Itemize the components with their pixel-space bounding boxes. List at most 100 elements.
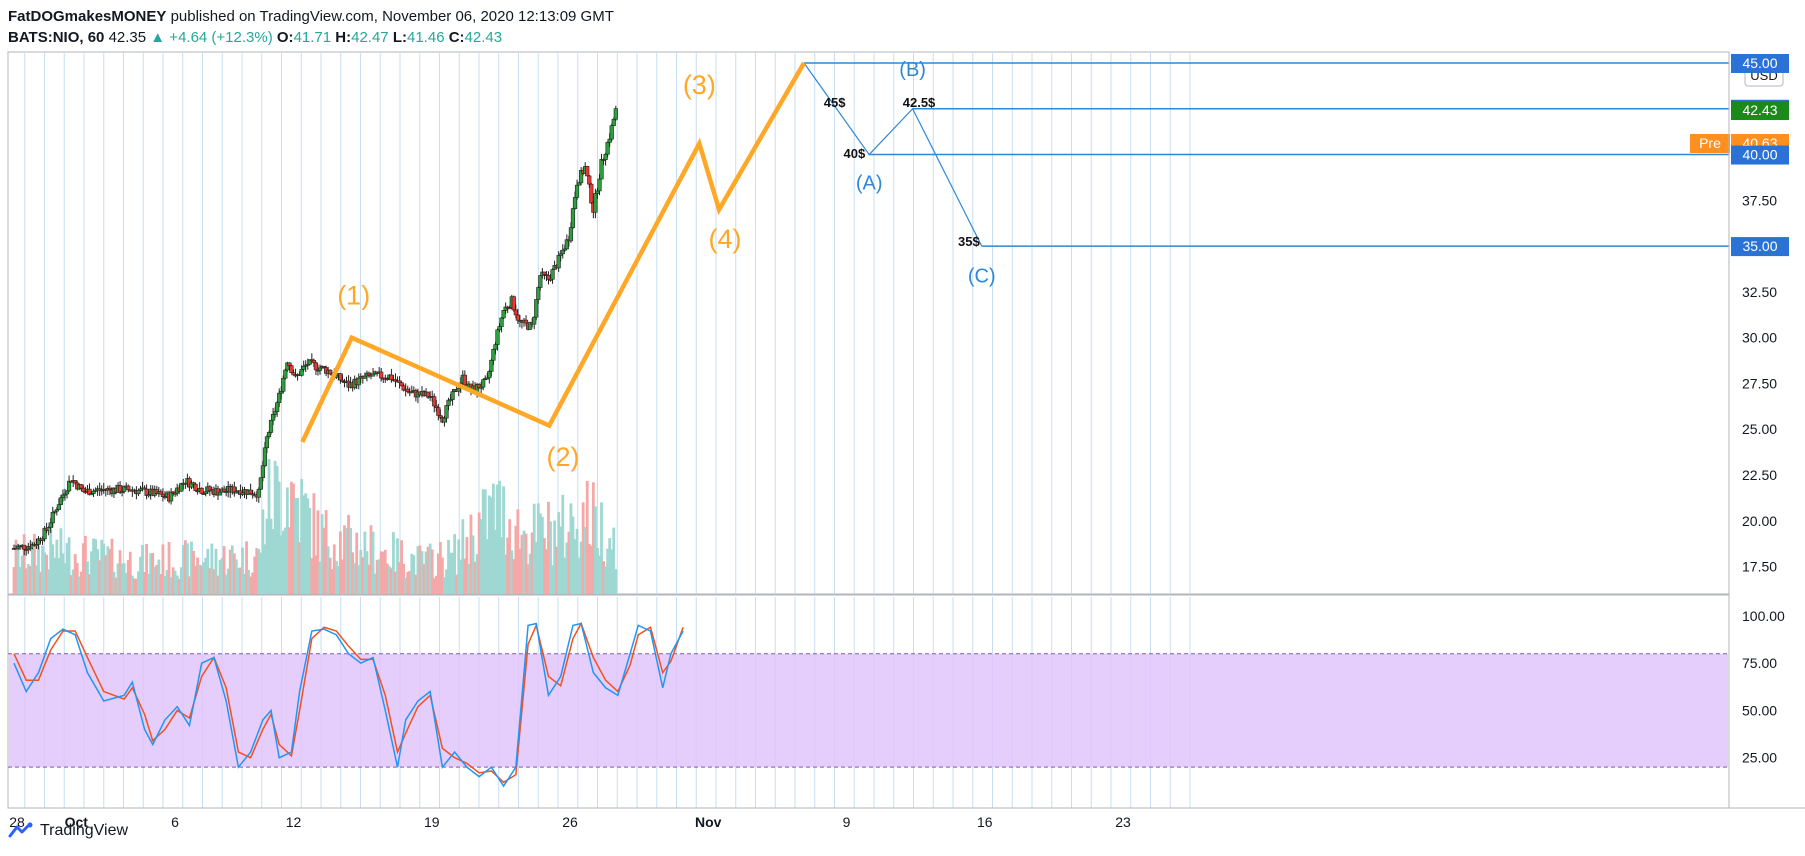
volume-bar bbox=[449, 552, 452, 594]
candle-up bbox=[497, 326, 502, 331]
volume-bar bbox=[504, 554, 508, 594]
volume-bar bbox=[261, 509, 265, 594]
volume-bar bbox=[234, 559, 238, 594]
volume-bar bbox=[475, 554, 479, 594]
volume-bar bbox=[222, 546, 226, 594]
candle-up bbox=[362, 375, 367, 379]
volume-bar bbox=[434, 575, 438, 594]
volume-bar bbox=[598, 555, 601, 594]
elliott-wave-path bbox=[300, 61, 806, 443]
candle-down bbox=[585, 166, 590, 177]
volume-bar bbox=[220, 557, 224, 594]
volume-bar bbox=[414, 574, 418, 594]
volume-bar bbox=[322, 527, 326, 594]
volume-bar bbox=[528, 553, 532, 594]
volume-bar bbox=[594, 506, 597, 594]
volume-bar bbox=[216, 575, 220, 594]
volume-bar bbox=[357, 565, 361, 594]
ohlc-line: BATS:NIO, 60 42.35 ▲ +4.64 (+12.3%) O:41… bbox=[8, 28, 1008, 48]
candle-down bbox=[199, 487, 204, 494]
publish-line: FatDOGmakesMONEY published on TradingVie… bbox=[8, 6, 1008, 28]
volume-bar bbox=[94, 539, 97, 594]
volume-bar bbox=[604, 566, 607, 594]
candle-down bbox=[313, 362, 319, 371]
candle-up bbox=[613, 108, 618, 120]
volume-bar bbox=[412, 555, 416, 594]
publish-info: published on TradingView.com, November 0… bbox=[170, 8, 614, 25]
volume-bar bbox=[506, 537, 510, 594]
volume-bar bbox=[328, 557, 332, 594]
volume-bar bbox=[65, 543, 69, 594]
candle-up bbox=[275, 402, 280, 412]
candle-down bbox=[158, 491, 163, 495]
volume-bar bbox=[84, 535, 87, 594]
volume-bar bbox=[71, 569, 75, 594]
candle-up bbox=[570, 208, 576, 228]
volume-bar bbox=[365, 551, 369, 594]
tradingview-footer[interactable]: TradingView bbox=[8, 822, 128, 840]
candle-up bbox=[534, 299, 539, 318]
volume-bar bbox=[371, 531, 375, 594]
volume-bar bbox=[181, 545, 185, 594]
author-name[interactable]: FatDOGmakesMONEY bbox=[8, 8, 167, 25]
volume-bar bbox=[204, 557, 208, 594]
volume-bar bbox=[114, 577, 118, 594]
volume-bar bbox=[37, 545, 40, 594]
volume-bar bbox=[175, 575, 179, 594]
volume-bar bbox=[438, 542, 442, 594]
stoch-tick-label: 100.00 bbox=[1742, 608, 1785, 624]
abc-correction-path bbox=[803, 62, 983, 247]
volume-bar bbox=[363, 531, 367, 594]
tradingview-logo-icon bbox=[8, 822, 33, 838]
volume-bar bbox=[132, 578, 136, 594]
volume-bar bbox=[585, 480, 589, 594]
volume-bar bbox=[241, 547, 244, 594]
volume-bar bbox=[373, 573, 377, 594]
volume-bar bbox=[202, 562, 206, 594]
volume-bar bbox=[394, 571, 397, 594]
candle-up bbox=[444, 405, 449, 419]
volume-bar bbox=[308, 507, 312, 594]
volume-bar bbox=[192, 550, 195, 594]
volume-bar bbox=[459, 559, 463, 594]
symbol-label[interactable]: BATS:NIO, 60 bbox=[8, 29, 105, 46]
volume-bar bbox=[265, 518, 269, 594]
price-change: ▲ +4.64 (+12.3%) bbox=[150, 29, 273, 46]
candle-up bbox=[495, 329, 500, 345]
candle-up bbox=[50, 511, 55, 524]
abc-label: (A) bbox=[856, 172, 883, 194]
abc-label: (C) bbox=[968, 266, 996, 288]
volume-bar bbox=[465, 537, 469, 594]
volume-bar bbox=[171, 567, 175, 594]
volume-bar bbox=[49, 528, 53, 594]
volume-bar bbox=[55, 539, 59, 594]
volume-bar bbox=[543, 538, 546, 594]
candle-down bbox=[436, 407, 441, 416]
candle-up bbox=[266, 432, 272, 438]
price-tag bbox=[1731, 145, 1789, 165]
volume-bar bbox=[600, 502, 603, 594]
volume-bar bbox=[273, 460, 277, 594]
candle-up bbox=[58, 497, 64, 505]
wave-label-1: (1) bbox=[337, 281, 370, 311]
volume-bar bbox=[228, 549, 232, 594]
volume-bar bbox=[112, 571, 116, 594]
volume-bar bbox=[577, 557, 581, 594]
volume-bar bbox=[596, 547, 599, 594]
candle-up bbox=[301, 365, 306, 370]
candle-up bbox=[572, 197, 578, 209]
candle-up bbox=[609, 125, 614, 140]
candle-down bbox=[289, 365, 294, 374]
candle-up bbox=[491, 348, 496, 361]
volume-bar bbox=[153, 566, 157, 594]
volume-bar bbox=[230, 545, 234, 594]
volume-bar bbox=[177, 578, 181, 594]
candle-down bbox=[79, 484, 84, 489]
volume-bar bbox=[532, 503, 536, 594]
volume-bar bbox=[612, 527, 616, 594]
volume-bar bbox=[336, 565, 340, 594]
volume-bar bbox=[614, 569, 618, 594]
candle-up bbox=[283, 369, 288, 379]
volume-bar bbox=[445, 569, 448, 594]
